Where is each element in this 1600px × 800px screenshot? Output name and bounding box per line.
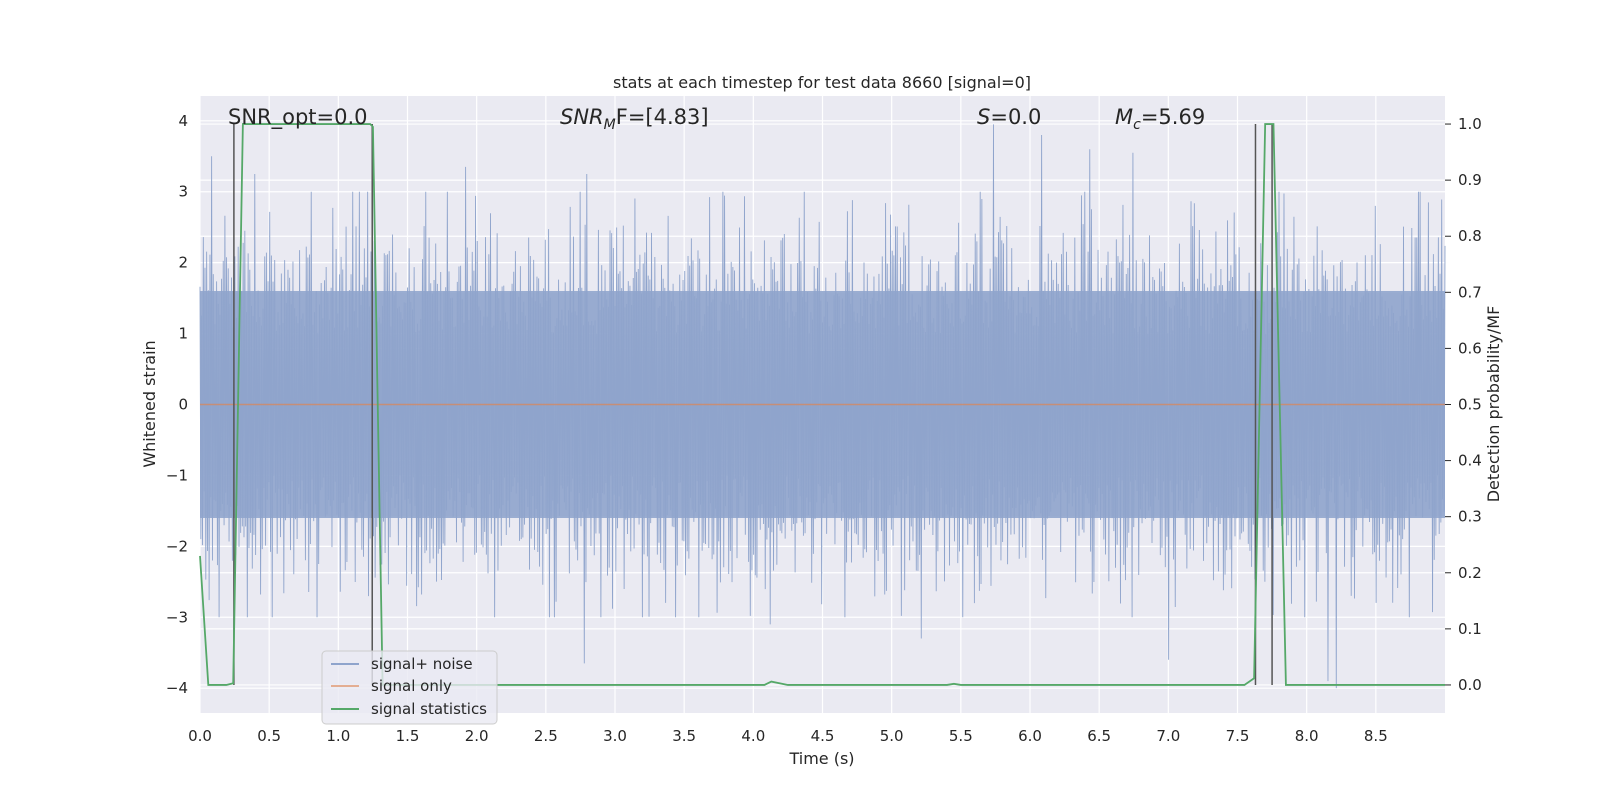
x-tick-label: 2.0 [465,727,489,745]
x-tick-labels: 0.0 0.5 1.0 1.5 2.0 2.5 3.0 3.5 4.0 4.5 5.0 5.5 6.0 6… [188,727,1388,745]
y-tick-label: 4 [178,112,188,130]
y-tick-label: −3 [166,608,188,626]
legend-label-signal-only: signal only [371,677,452,695]
y2-tick-label: 0.3 [1458,508,1482,526]
x-tick-label: 2.5 [534,727,558,745]
y-tick-label: −4 [166,679,188,697]
x-tick-label: 3.0 [603,727,627,745]
y2-tick-label: 0.9 [1458,171,1482,189]
y2-tick-label: 0.6 [1458,339,1482,357]
y-tick-label: 0 [178,396,188,414]
x-tick-label: 6.0 [1018,727,1042,745]
y2-tick-label: 0.5 [1458,396,1482,414]
y-axis-label: Whitened strain [140,340,159,467]
y2-tick-label: 0.8 [1458,227,1482,245]
x-tick-label: 5.0 [880,727,904,745]
y2-axis-label: Detection probability/MF [1484,306,1503,503]
y-tick-label: 1 [178,325,188,343]
y2-tick-label: 0.1 [1458,620,1482,638]
y-tick-label: 3 [178,183,188,201]
x-tick-label: 1.5 [396,727,420,745]
x-tick-label: 0.0 [188,727,212,745]
signal-statistics-line [199,123,1445,686]
y-tick-label: 2 [178,254,188,272]
x-tick-label: 0.5 [257,727,281,745]
y2-tick-label: 0.7 [1458,283,1482,301]
x-tick-label: 1.0 [326,727,350,745]
y-tick-labels: −4 −3 −2 −1 0 1 2 3 4 [166,112,188,697]
legend-label-signal-statistics: signal statistics [371,700,487,718]
x-tick-label: 3.5 [672,727,696,745]
annotation-snr-opt: SNR_opt=0.0 [228,105,368,130]
x-tick-label: 6.5 [1087,727,1111,745]
x-tick-label: 5.5 [949,727,973,745]
chart-title: stats at each timestep for test data 866… [613,73,1031,92]
legend-box [321,650,498,725]
x-tick-label: 8.5 [1364,727,1388,745]
annotation-mc: Mc=5.69 [1115,105,1205,133]
y2-tick-label: 0.2 [1458,564,1482,582]
x-tick-label: 7.5 [1226,727,1250,745]
legend-label-signal-noise: signal+ noise [371,655,473,673]
y2-tick-labels: 0.0 0.1 0.2 0.3 0.4 0.5 0.6 0.7 0.8 0.9 1.0 [1445,115,1482,694]
x-tick-label: 8.0 [1295,727,1319,745]
y2-tick-label: 1.0 [1458,115,1482,133]
y2-tick-label: 0.0 [1458,676,1482,694]
annotation-snr-mf: SNRMF=[4.83] [560,105,709,133]
x-tick-label: 4.0 [741,727,765,745]
y-tick-label: −1 [166,466,188,484]
signal-noise-line [199,124,1446,689]
legend: signal+ noise signal only signal statist… [321,650,498,725]
x-tick-label: 4.5 [811,727,835,745]
annotation-s: S=0.0 [977,105,1041,129]
x-axis-label: Time (s) [788,749,854,768]
y-tick-label: −2 [166,537,188,555]
y2-tick-label: 0.4 [1458,452,1482,470]
line-series [199,123,1445,686]
x-tick-label: 7.0 [1156,727,1180,745]
